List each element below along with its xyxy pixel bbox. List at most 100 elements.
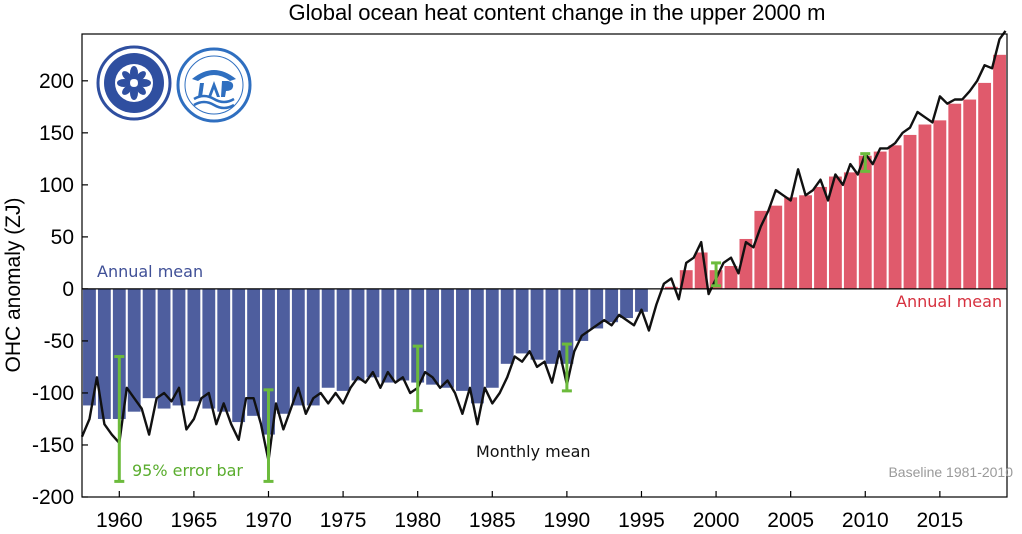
annual-bar-2008 bbox=[829, 176, 842, 289]
x-tick-label: 2015 bbox=[917, 509, 964, 532]
x-tick-label: 2010 bbox=[842, 509, 889, 532]
error-bar-2010 bbox=[860, 152, 871, 173]
annual-bar-1967 bbox=[217, 288, 231, 412]
annual-bar-1993 bbox=[605, 288, 619, 323]
annual-bar-1982 bbox=[441, 288, 454, 388]
annual-bar-1971 bbox=[277, 288, 290, 414]
annual-bar-1994 bbox=[620, 288, 633, 319]
x-tick-label: 2000 bbox=[693, 509, 740, 532]
annual-bar-1973 bbox=[306, 288, 320, 406]
annual-bar-1985 bbox=[485, 288, 499, 388]
annual-bar-2001 bbox=[724, 266, 738, 289]
annual-bar-2014 bbox=[918, 124, 932, 289]
annual-bar-1987 bbox=[515, 288, 529, 354]
x-tick-label: 1970 bbox=[245, 509, 292, 532]
error-bar-1990 bbox=[561, 342, 572, 393]
annual-bar-1968 bbox=[232, 288, 246, 423]
y-axis-ticks: -200 -150 -100 -50 0 50 100 150 200 bbox=[32, 70, 88, 509]
annual-bar-1970 bbox=[262, 288, 275, 435]
annual-bar-2019 bbox=[993, 54, 1006, 289]
y-tick-label: -50 bbox=[44, 330, 74, 353]
x-tick-label: 1975 bbox=[320, 509, 367, 532]
x-axis-ticks: 1960 1965 1970 1975 1980 1985 1990 1995 2000 2005… bbox=[96, 491, 963, 532]
annual-bar-1975 bbox=[336, 288, 350, 391]
annual-bar-1977 bbox=[366, 288, 380, 378]
annual-bar-1963 bbox=[157, 288, 171, 409]
annual-bar-1958 bbox=[83, 288, 96, 406]
y-tick-label: 100 bbox=[39, 174, 74, 197]
annual-mean-bars bbox=[83, 54, 1006, 435]
y-tick-label: -100 bbox=[32, 382, 74, 405]
plot-frame bbox=[81, 33, 1008, 498]
annual-bar-2009 bbox=[843, 172, 857, 289]
annual-bar-1964 bbox=[172, 288, 186, 406]
annual-bar-1972 bbox=[291, 288, 305, 406]
x-tick-label: 1985 bbox=[469, 509, 516, 532]
y-tick-label: 0 bbox=[62, 278, 74, 301]
annual-bar-1991 bbox=[575, 288, 589, 341]
y-tick-label: -200 bbox=[32, 486, 74, 509]
annual-bar-1986 bbox=[500, 288, 514, 364]
annual-bar-1959 bbox=[97, 288, 111, 419]
annual-bar-1978 bbox=[381, 288, 395, 383]
chart-title: Global ocean heat content change in the … bbox=[289, 0, 826, 25]
annual-bar-2011 bbox=[873, 151, 887, 289]
annual-bar-1995 bbox=[635, 288, 648, 312]
annual-bar-1979 bbox=[396, 288, 410, 381]
annual-bar-2013 bbox=[903, 134, 917, 289]
monthly-mean-line-layer bbox=[80, 30, 1007, 462]
annual-bar-1984 bbox=[470, 288, 484, 404]
y-tick-label: -150 bbox=[32, 434, 74, 457]
annual-bar-2012 bbox=[888, 145, 902, 289]
annual-bar-1960 bbox=[112, 288, 126, 419]
error-bar-1960 bbox=[114, 355, 125, 483]
y-axis-label: OHC anomaly (ZJ) bbox=[2, 197, 25, 372]
annual-mean-label-left: Annual mean bbox=[97, 262, 203, 281]
x-tick-label: 1990 bbox=[544, 509, 591, 532]
y-tick-label: 50 bbox=[51, 226, 74, 249]
error-bars bbox=[114, 152, 871, 483]
annual-bar-1969 bbox=[247, 288, 260, 416]
x-tick-label: 1965 bbox=[171, 509, 218, 532]
annual-bar-2018 bbox=[978, 82, 992, 289]
baseline-note: Baseline 1981-2010 bbox=[888, 464, 1013, 480]
annual-bar-1976 bbox=[351, 288, 365, 381]
error-bar-label: 95% error bar bbox=[132, 461, 243, 480]
y-axis-label-group: OHC anomaly (ZJ) bbox=[2, 197, 25, 372]
annual-bar-2010 bbox=[858, 155, 872, 289]
y-tick-label: 200 bbox=[39, 70, 74, 93]
x-tick-label: 1960 bbox=[96, 509, 143, 532]
error-bar-2000 bbox=[711, 261, 722, 288]
monthly-mean-line bbox=[80, 30, 1007, 462]
annual-bar-2016 bbox=[948, 103, 962, 289]
annual-bar-1983 bbox=[456, 288, 469, 391]
annual-bar-1962 bbox=[142, 288, 156, 399]
annual-bar-1992 bbox=[590, 288, 604, 329]
iap-logo bbox=[176, 47, 252, 123]
annual-bar-1997 bbox=[664, 286, 678, 289]
annual-bar-2006 bbox=[799, 195, 812, 289]
y-tick-label: 150 bbox=[39, 122, 74, 145]
annual-bar-1981 bbox=[426, 288, 440, 385]
annual-bar-1961 bbox=[127, 288, 141, 412]
annual-bar-1966 bbox=[202, 288, 216, 409]
annual-bar-1980 bbox=[411, 288, 425, 383]
x-tick-label: 1980 bbox=[394, 509, 441, 532]
annual-mean-label-right: Annual mean bbox=[896, 292, 1002, 311]
annual-bar-1989 bbox=[545, 288, 559, 364]
monthly-mean-label: Monthly mean bbox=[476, 442, 591, 461]
annual-bar-2005 bbox=[784, 197, 798, 289]
annual-bar-1988 bbox=[530, 288, 544, 360]
annual-bar-2015 bbox=[933, 120, 947, 289]
annual-bar-2003 bbox=[754, 210, 768, 289]
cas-logo bbox=[96, 45, 172, 121]
x-tick-label: 1995 bbox=[618, 509, 665, 532]
annual-bar-1974 bbox=[321, 288, 335, 388]
annual-bar-2017 bbox=[963, 99, 977, 289]
error-bar-1980 bbox=[412, 344, 423, 413]
x-tick-label: 2005 bbox=[767, 509, 814, 532]
annual-bar-2007 bbox=[814, 186, 827, 289]
annual-bar-1965 bbox=[187, 288, 201, 402]
error-bar-1970 bbox=[263, 388, 274, 483]
